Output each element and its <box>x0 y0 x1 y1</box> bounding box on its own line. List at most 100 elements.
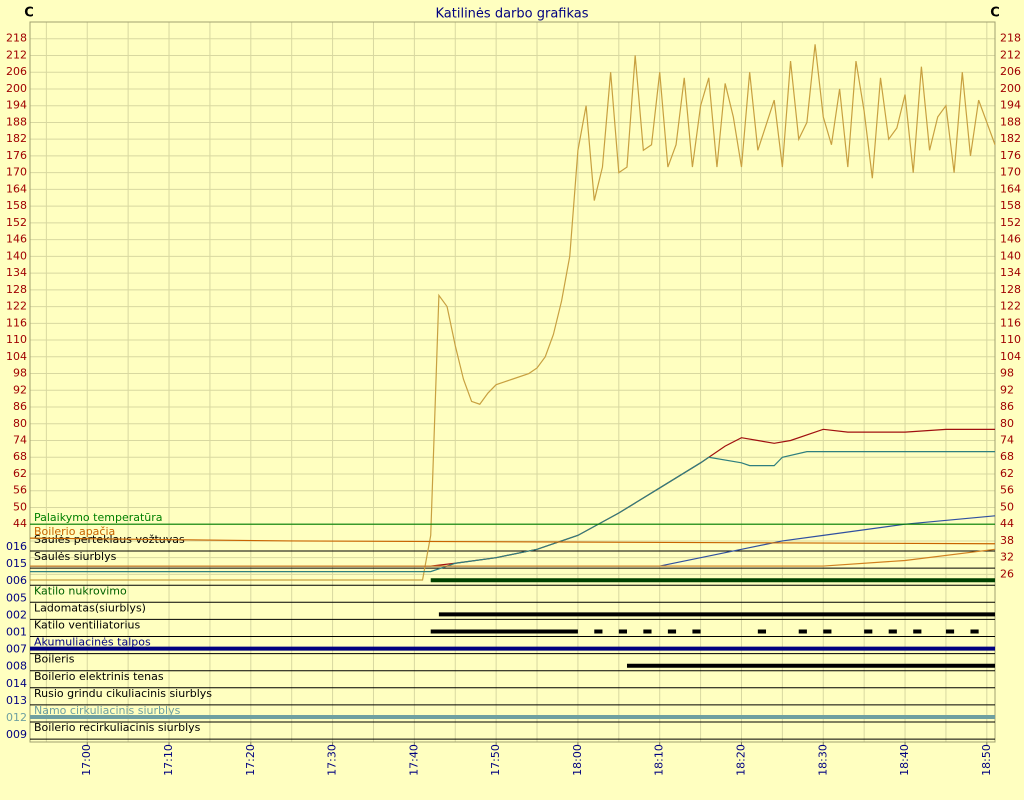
channel-code: 002 <box>6 608 27 621</box>
channel-label: Rusio grindu cikuliacinis siurblys <box>34 687 212 700</box>
series-line <box>30 548 996 567</box>
channel-label: Akumuliacinės talpos <box>34 636 151 649</box>
series-line <box>30 44 996 581</box>
y-unit: C <box>24 6 34 21</box>
y-tick-label-right: 50 <box>1000 500 1014 513</box>
channel-code: 016 <box>6 540 27 553</box>
x-tick-label: 17:00 <box>80 744 93 776</box>
y-tick-label-right: 26 <box>1000 567 1014 580</box>
x-tick-label: 18:10 <box>653 744 666 776</box>
y-tick-label-right: 104 <box>1000 350 1021 363</box>
y-tick-label-right: 98 <box>1000 367 1014 380</box>
channel-code: 014 <box>6 677 27 690</box>
y-tick-label: 200 <box>6 82 27 95</box>
x-tick-label: 18:00 <box>571 744 584 776</box>
x-tick-label: 17:10 <box>162 744 175 776</box>
y-tick-label-right: 164 <box>1000 182 1021 195</box>
y-tick-label: 50 <box>13 500 27 513</box>
series-label: Palaikymo temperatūra <box>34 511 163 524</box>
y-tick-label: 188 <box>6 115 27 128</box>
y-tick-label-right: 86 <box>1000 400 1014 413</box>
series-line <box>29 537 996 545</box>
y-tick-label: 164 <box>6 182 27 195</box>
channel-label: Saulės siurblys <box>34 550 117 563</box>
y-tick-label-right: 56 <box>1000 484 1014 497</box>
x-tick-label: 17:20 <box>244 744 257 776</box>
y-tick-label: 182 <box>6 132 27 145</box>
y-unit: C <box>990 6 1000 21</box>
channel-code: 008 <box>6 660 27 673</box>
y-tick-label: 116 <box>6 316 27 329</box>
y-tick-label: 74 <box>13 434 27 447</box>
y-tick-label-right: 194 <box>1000 99 1021 112</box>
series-label: Boilerio apačia <box>34 525 115 538</box>
channel-code: 015 <box>6 557 27 570</box>
channel-label: Boilerio elektrinis tenas <box>34 670 164 683</box>
x-tick-label: 18:50 <box>980 744 993 776</box>
y-tick-label-right: 146 <box>1000 233 1021 246</box>
y-tick-label-right: 188 <box>1000 115 1021 128</box>
plot-frame <box>29 21 996 743</box>
y-tick-label-right: 32 <box>1000 551 1014 564</box>
y-tick-label-right: 68 <box>1000 450 1014 463</box>
y-tick-label-right: 92 <box>1000 383 1014 396</box>
y-tick-label: 176 <box>6 149 27 162</box>
y-tick-label: 212 <box>6 48 27 61</box>
y-tick-label: 44 <box>13 517 27 530</box>
y-tick-label: 146 <box>6 233 27 246</box>
y-tick-label-right: 152 <box>1000 216 1021 229</box>
x-tick-label: 17:40 <box>407 744 420 776</box>
y-tick-label: 62 <box>13 467 27 480</box>
y-tick-label-right: 158 <box>1000 199 1021 212</box>
channel-code: 012 <box>6 711 27 724</box>
y-tick-label-right: 218 <box>1000 32 1021 45</box>
y-tick-label-right: 128 <box>1000 283 1021 296</box>
x-tick-label: 18:40 <box>898 744 911 776</box>
y-tick-label-right: 140 <box>1000 249 1021 262</box>
channel-code: 005 <box>6 591 27 604</box>
y-tick-label-right: 176 <box>1000 149 1021 162</box>
y-tick-label: 98 <box>13 367 27 380</box>
channel-code: 009 <box>6 728 27 741</box>
y-tick-label: 158 <box>6 199 27 212</box>
channel-code: 007 <box>6 643 27 656</box>
channel-label: Katilo nukrovimo <box>34 584 127 597</box>
y-tick-label: 218 <box>6 32 27 45</box>
y-tick-label-right: 62 <box>1000 467 1014 480</box>
channel-code: 006 <box>6 574 27 587</box>
x-tick-label: 18:20 <box>734 744 747 776</box>
y-tick-label: 122 <box>6 300 27 313</box>
y-tick-label: 92 <box>13 383 27 396</box>
channel-label: Boileris <box>34 653 75 666</box>
y-tick-label-right: 116 <box>1000 316 1021 329</box>
channel-label: Ladomatas(siurblys) <box>34 601 146 614</box>
y-tick-label: 134 <box>6 266 27 279</box>
y-tick-label-right: 110 <box>1000 333 1021 346</box>
y-tick-label: 206 <box>6 65 27 78</box>
chart-title: Katilinės darbo grafikas <box>435 7 588 22</box>
channel-label: Katilo ventiliatorius <box>34 619 140 632</box>
y-tick-label: 194 <box>6 99 27 112</box>
channel-code: 013 <box>6 694 27 707</box>
y-tick-label-right: 182 <box>1000 132 1021 145</box>
y-tick-label: 128 <box>6 283 27 296</box>
y-tick-label-right: 122 <box>1000 300 1021 313</box>
y-tick-label-right: 206 <box>1000 65 1021 78</box>
y-tick-label: 170 <box>6 166 27 179</box>
x-tick-label: 17:30 <box>326 744 339 776</box>
y-tick-label: 86 <box>13 400 27 413</box>
y-tick-label-right: 200 <box>1000 82 1021 95</box>
channel-label: Boilerio recirkuliacinis siurblys <box>34 721 201 734</box>
y-tick-label-right: 44 <box>1000 517 1014 530</box>
x-tick-label: 18:30 <box>816 744 829 776</box>
y-tick-label-right: 38 <box>1000 534 1014 547</box>
y-tick-label: 56 <box>13 484 27 497</box>
channel-label: Namo cirkuliacinis siurblys <box>34 704 181 717</box>
y-tick-label-right: 212 <box>1000 48 1021 61</box>
y-tick-label: 152 <box>6 216 27 229</box>
y-tick-label-right: 134 <box>1000 266 1021 279</box>
y-tick-label-right: 170 <box>1000 166 1021 179</box>
channel-code: 001 <box>6 626 27 639</box>
y-tick-label: 140 <box>6 249 27 262</box>
